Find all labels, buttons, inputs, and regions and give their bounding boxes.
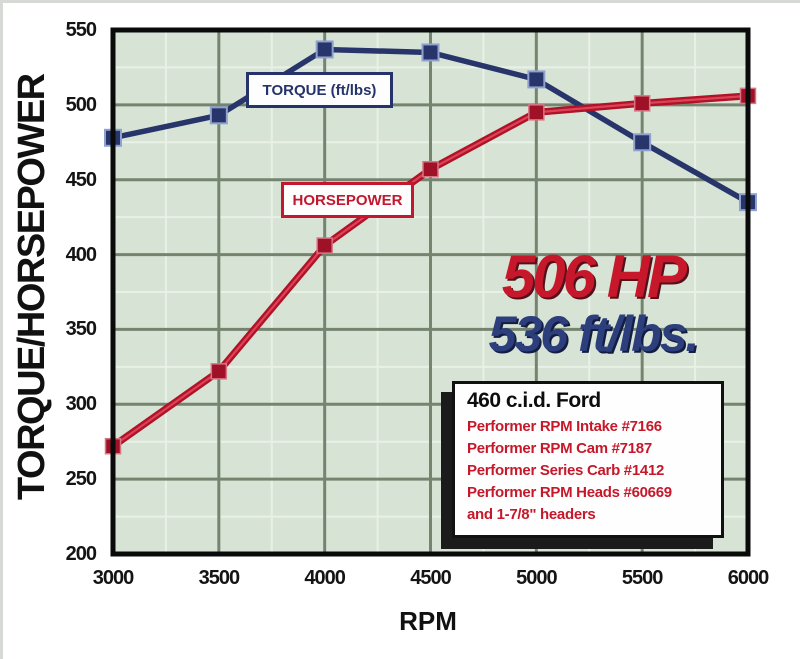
x-tick-label: 6000 <box>727 567 770 589</box>
horsepower-series-label: HORSEPOWER <box>292 191 403 209</box>
y-tick-label: 450 <box>65 168 97 191</box>
engine-part-line: and 1-7/8" headers <box>467 506 596 524</box>
torque-marker <box>421 43 440 62</box>
engine-info-lines: Performer RPM Intake #7166 Performer RPM … <box>467 416 711 526</box>
y-tick-label: 200 <box>65 543 97 565</box>
x-tick-label: 4000 <box>304 567 346 589</box>
engine-part-line: Performer Series Carb #1412 <box>467 462 665 480</box>
engine-part-line: Performer RPM Cam #7187 <box>467 440 652 458</box>
x-tick-label: 5000 <box>516 567 558 589</box>
peak-torque-text: 536 ft/lbs. <box>488 306 700 363</box>
engine-part-line: Performer RPM Intake #7166 <box>467 418 662 435</box>
y-tick-label: 550 <box>65 19 97 41</box>
axis-border <box>110 27 751 557</box>
y-tick-label: 250 <box>65 468 97 491</box>
x-tick-label: 5500 <box>621 567 664 589</box>
y-axis-title: TORQUE/HORSEPOWER <box>11 74 53 500</box>
torque-marker <box>527 70 546 89</box>
peak-annotations: 506 HP 536 ft/lbs. <box>452 246 734 360</box>
y-tick-label: 400 <box>65 243 97 266</box>
horsepower-marker <box>210 363 228 380</box>
torque-series-label: TORQUE (ft/lbs) <box>262 81 377 99</box>
peak-horsepower-text: 506 HP <box>501 243 687 310</box>
horsepower-marker <box>633 95 651 112</box>
x-tick-label: 4500 <box>410 567 452 589</box>
x-tick-label: 3500 <box>198 567 241 589</box>
torque-marker <box>209 106 228 125</box>
engine-info-title: 460 c.i.d. Ford <box>467 389 601 412</box>
horsepower-marker <box>422 160 439 178</box>
torque-series-label-box: TORQUE (ft/lbs) <box>246 72 393 108</box>
y-tick-label: 300 <box>65 393 97 416</box>
horsepower-marker <box>316 237 333 254</box>
y-tick-label: 350 <box>65 318 97 341</box>
horsepower-marker <box>528 104 545 121</box>
torque-marker <box>315 40 334 59</box>
torque-marker <box>633 133 652 152</box>
x-axis-title: RPM <box>399 606 457 636</box>
engine-info-box: 460 c.i.d. Ford Performer RPM Intake #71… <box>452 381 724 539</box>
x-tick-label: 3000 <box>92 567 135 589</box>
horsepower-series-label-box: HORSEPOWER <box>281 182 414 218</box>
y-tick-label: 500 <box>65 93 97 116</box>
engine-part-line: Performer RPM Heads #60669 <box>467 484 672 502</box>
